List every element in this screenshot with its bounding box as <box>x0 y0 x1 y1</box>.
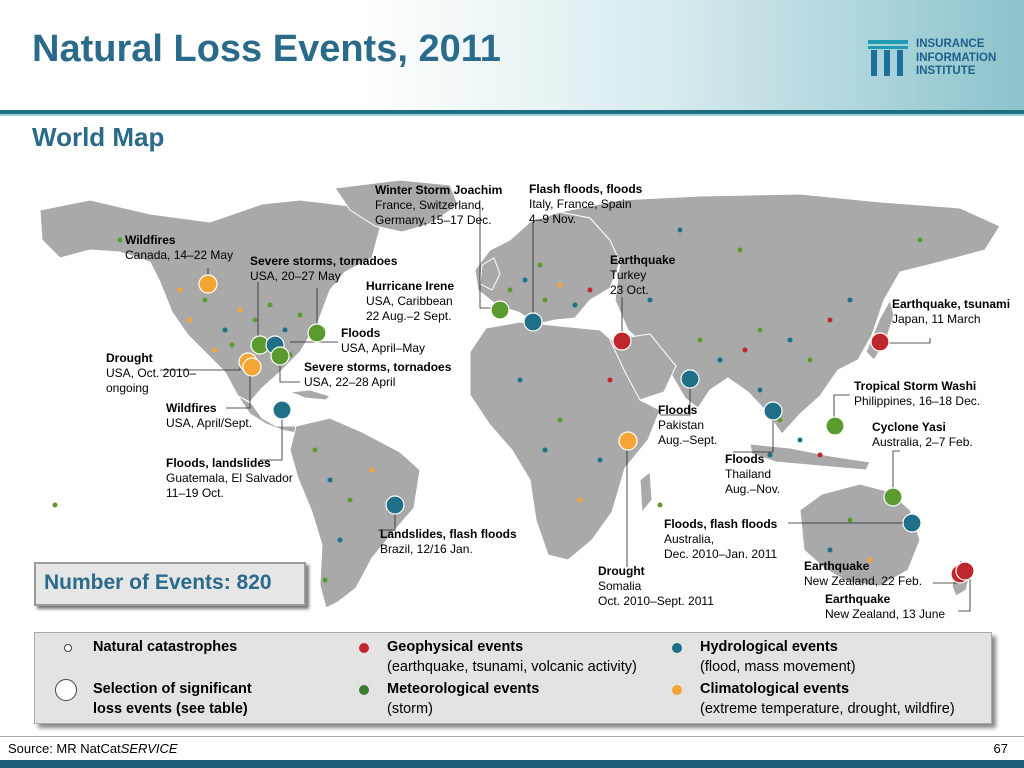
legend-selection-label: Selection of significant loss events (see… <box>93 681 252 717</box>
north-america-landmass <box>39 199 381 403</box>
africa-landmass <box>469 321 661 561</box>
event-label-earthquake-turkey: Earthquake Turkey 23 Oct. <box>610 253 676 297</box>
logo-line-2: INFORMATION <box>916 51 997 64</box>
event-label-floods-pakistan: Floods Pakistan Aug.–Sept. <box>658 403 718 447</box>
page-title: Natural Loss Events, 2011 <box>32 28 501 70</box>
australia-landmass <box>799 483 921 587</box>
marker-earthquake-nz-june <box>955 561 975 581</box>
header-divider <box>0 110 1024 114</box>
event-count-label: Number of Events: 820 <box>44 571 272 594</box>
marker-floods-thailand <box>763 401 783 421</box>
marker-hurricane-irene <box>307 323 327 343</box>
callout-leader-lines <box>160 207 971 612</box>
legend-hydrological: Hydrological events (flood, mass movement… <box>700 639 856 675</box>
arabia-landmass <box>609 333 677 401</box>
caribbean-landmass <box>289 389 331 401</box>
event-label-floods-thailand: Floods Thailand Aug.–Nov. <box>725 452 781 496</box>
legend-climatological: Climatological events (extreme temperatur… <box>700 681 955 717</box>
event-label-landslides-brazil: Landslides, flash floods Brazil, 12/16 Ja… <box>380 527 517 556</box>
legend: Natural catastrophes Selection of signif… <box>34 632 992 724</box>
marker-storm-washi <box>825 416 845 436</box>
event-label-hurricane-irene: Hurricane Irene USA, Caribbean 22 Aug.–2 S… <box>366 279 455 323</box>
marker-flash-floods-italy <box>523 312 543 332</box>
marker-drought-somalia <box>618 431 638 451</box>
event-label-storms-usa-april: Severe storms, tornadoes USA, 22–28 April <box>304 360 452 389</box>
marker-floods-pakistan <box>680 369 700 389</box>
header-band <box>0 0 1024 110</box>
page-subtitle: World Map <box>32 122 165 152</box>
geophysical-dot-icon <box>359 643 369 653</box>
meteorological-dot-icon <box>359 685 369 695</box>
source-note: Source: MR NatCatSERVICE <box>8 741 178 756</box>
event-label-drought-usa: Drought USA, Oct. 2010– ongoing <box>106 351 197 395</box>
event-label-cyclone-yasi: Cyclone Yasi Australia, 2–7 Feb. <box>872 420 973 449</box>
marker-cyclone-yasi <box>883 487 903 507</box>
page-number: 67 <box>993 741 1008 756</box>
event-label-flash-floods-italy: Flash floods, floods Italy, France, Spain… <box>529 182 643 226</box>
indonesia-landmass <box>749 443 871 471</box>
event-label-floods-guatemala: Floods, landslides Guatemala, El Salvador… <box>166 456 293 500</box>
logo-line-1: INSURANCE <box>916 38 985 50</box>
event-label-drought-somalia: Drought Somalia Oct. 2010–Sept. 2011 <box>598 564 714 608</box>
marker-winter-storm-joachim <box>490 300 510 320</box>
legend-geophysical: Geophysical events (earthquake, tsunami, … <box>387 639 637 675</box>
footer-bar <box>0 760 1024 768</box>
event-label-floods-usa: Floods USA, April–May <box>341 326 426 355</box>
south-america-landmass <box>289 417 421 609</box>
iii-logo: INSURANCE INFORMATION INSTITUTE <box>866 36 1016 80</box>
hydrological-dot-icon <box>672 643 682 653</box>
event-label-winter-storm-joachim: Winter Storm Joachim France, Switzerland,… <box>375 183 503 227</box>
event-label-storm-washi: Tropical Storm Washi Philippines, 16–18 D… <box>854 379 981 408</box>
marker-earthquake-turkey <box>612 331 632 351</box>
climatological-dot-icon <box>672 685 682 695</box>
legend-natural-label: Natural catastrophes <box>93 639 238 655</box>
event-label-storms-usa-may: Severe storms, tornadoes USA, 20–27 May <box>250 254 398 283</box>
small-circle-icon <box>64 644 72 652</box>
significant-event-markers <box>198 274 975 584</box>
event-count-box: Number of Events: 820 <box>34 562 306 606</box>
world-map <box>39 179 1001 612</box>
event-label-earthquake-nz-june: Earthquake New Zealand, 13 June <box>825 592 946 621</box>
madagascar-landmass <box>639 471 653 514</box>
footer-divider <box>0 736 1024 737</box>
event-label-earthquake-nz-feb: Earthquake New Zealand, 22 Feb. <box>804 559 923 588</box>
marker-wildfires-usa <box>242 357 262 377</box>
greenland-landmass <box>334 179 459 233</box>
event-label-wildfires-usa: Wildfires USA, April/Sept. <box>166 401 253 430</box>
small-event-markers <box>52 227 923 583</box>
marker-floods-guatemala <box>272 400 292 420</box>
event-label-floods-australia: Floods, flash floods Australia, Dec. 2010–… <box>664 517 778 561</box>
large-circle-icon <box>55 679 77 701</box>
logo-line-3: INSTITUTE <box>916 65 976 77</box>
marker-landslides-brazil <box>385 495 405 515</box>
asia-landmass <box>559 193 1001 435</box>
event-label-earthquake-japan: Earthquake, tsunami Japan, 11 March <box>892 297 1011 326</box>
marker-wildfires-canada <box>198 274 218 294</box>
marker-storms-usa-april <box>270 346 290 366</box>
header-divider-accent <box>0 114 1024 116</box>
marker-floods-australia <box>902 513 922 533</box>
event-label-wildfires-canada: Wildfires Canada, 14–22 May <box>125 233 234 262</box>
legend-meteorological: Meteorological events (storm) <box>387 681 540 717</box>
marker-earthquake-japan <box>870 332 890 352</box>
iii-logo-icon <box>868 40 908 76</box>
